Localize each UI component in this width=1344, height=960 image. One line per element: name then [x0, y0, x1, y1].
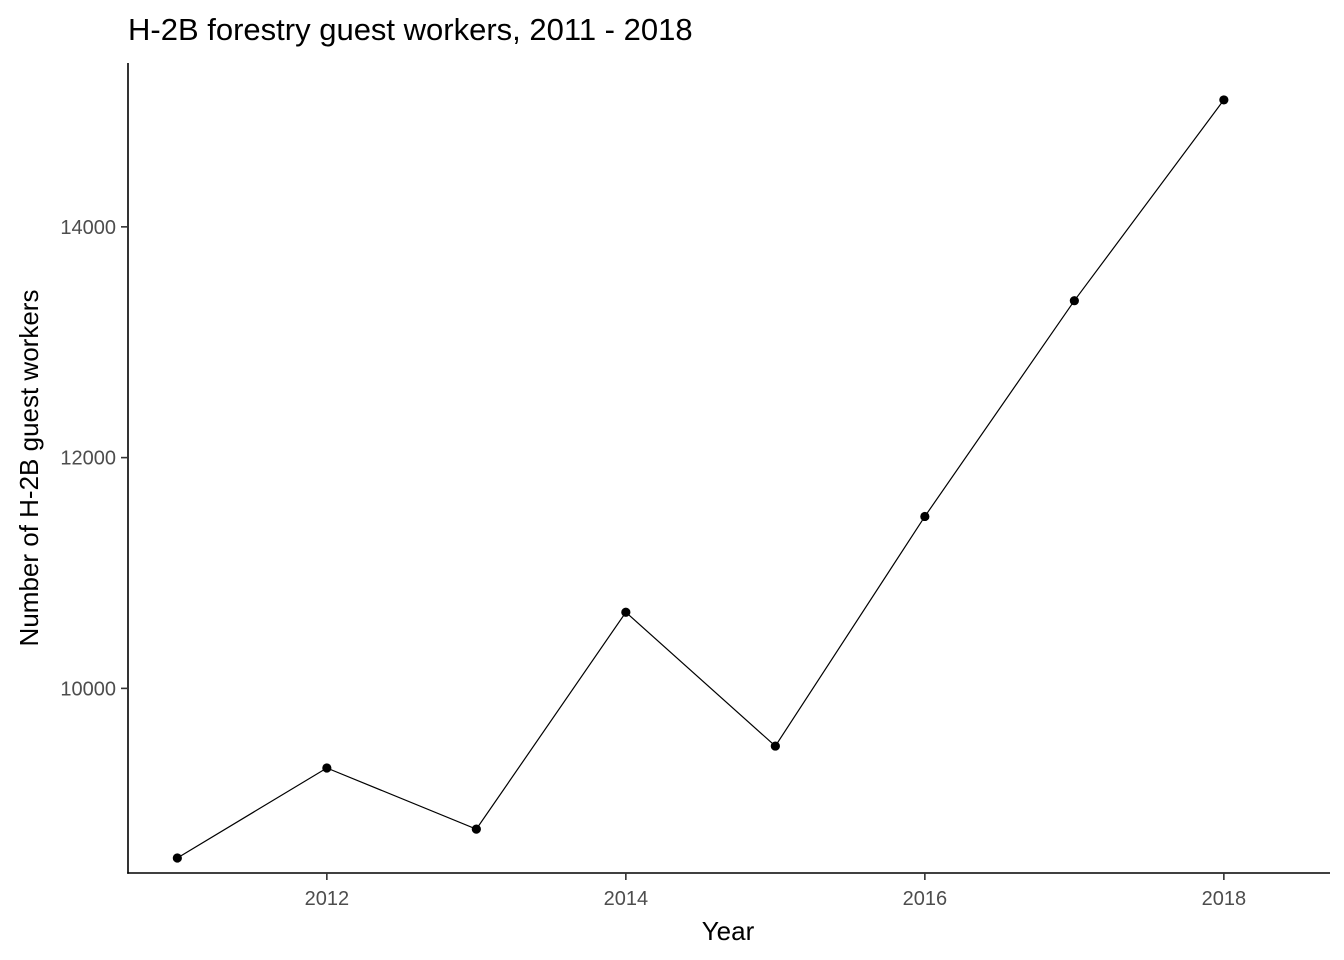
- y-tick-label: 10000: [60, 678, 116, 700]
- x-tick-label: 2016: [903, 888, 948, 910]
- data-point: [1069, 296, 1079, 306]
- series-line: [177, 99, 1225, 859]
- data-point: [322, 763, 332, 773]
- axes: 2012 2014 2016 2018 10000 12000 14000: [60, 63, 1330, 910]
- data-point: [1219, 95, 1229, 105]
- data-point: [770, 741, 780, 751]
- x-tick-label: 2018: [1202, 888, 1247, 910]
- chart-title: H-2B forestry guest workers, 2011 - 2018: [128, 12, 693, 47]
- data-point: [471, 824, 481, 834]
- y-tick-label: 14000: [60, 217, 116, 239]
- data-point: [621, 607, 631, 617]
- x-tick-label: 2012: [305, 888, 350, 910]
- x-tick-label: 2014: [604, 888, 649, 910]
- x-axis-title: Year: [702, 916, 755, 946]
- data-point: [172, 853, 182, 863]
- y-tick-label: 12000: [60, 448, 116, 470]
- y-axis-title: Number of H-2B guest workers: [14, 290, 44, 647]
- series-group: [172, 95, 1229, 863]
- data-point: [920, 511, 930, 522]
